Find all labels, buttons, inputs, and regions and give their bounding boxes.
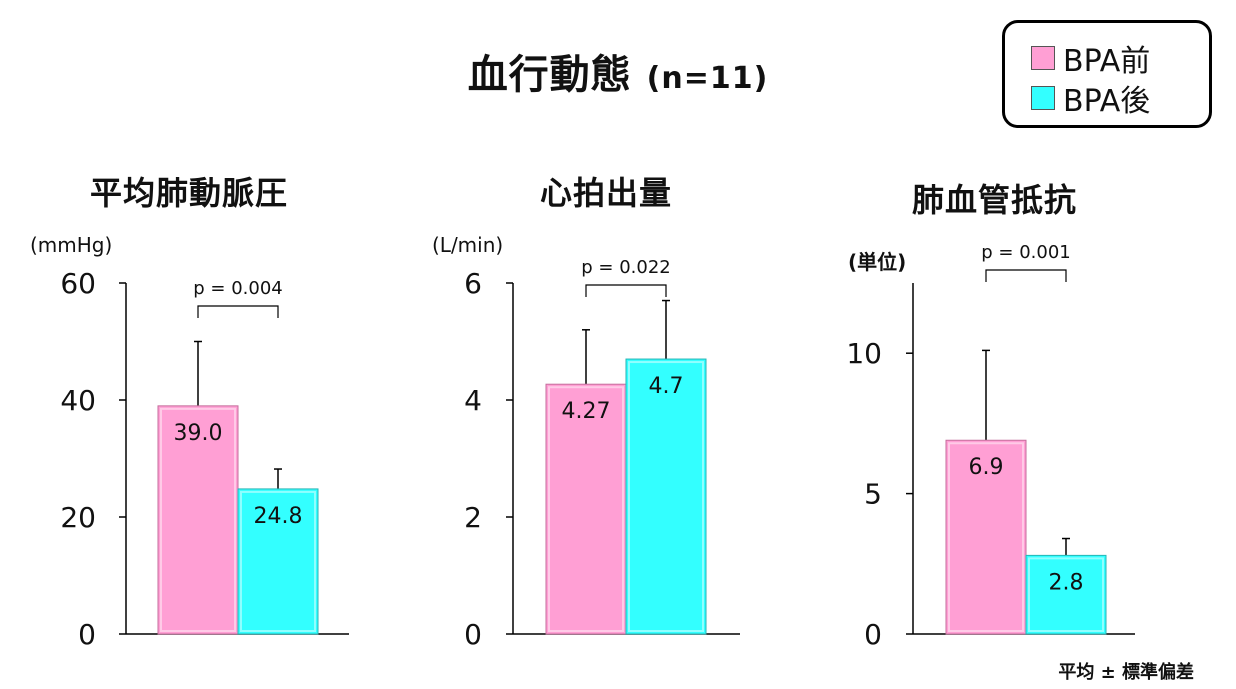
unit-label-pvr: (単位)	[848, 250, 907, 274]
y-tick-label: 10	[846, 337, 882, 370]
bar-pre	[545, 383, 627, 635]
data-label: 24.8	[254, 504, 303, 529]
bar-bevel	[160, 407, 236, 632]
legend: BPA前 BPA後	[1002, 20, 1212, 128]
bar-pre	[157, 405, 239, 635]
y-tick-label: 20	[60, 501, 96, 534]
data-label: 4.7	[649, 374, 684, 399]
p-value-label: p = 0.001	[981, 242, 1070, 263]
main-title-text: 血行動態	[467, 52, 632, 98]
bar-bevel	[548, 386, 624, 632]
chart-title-mpap: 平均肺動脈圧	[90, 174, 289, 212]
data-label: 6.9	[969, 455, 1004, 480]
y-tick-label: 0	[464, 618, 482, 651]
legend-swatch-post	[1031, 86, 1055, 110]
y-tick-label: 2	[464, 501, 482, 534]
chart-title-co: 心拍出量	[540, 174, 673, 212]
footnote: 平均 ± 標準偏差	[1058, 662, 1194, 683]
unit-label-co: (L/min)	[432, 233, 504, 257]
legend-item-pre: BPA前	[1031, 41, 1150, 79]
data-label: 39.0	[174, 421, 223, 446]
bar-post	[625, 358, 707, 635]
bar-bevel	[628, 361, 704, 632]
main-title: 血行動態 (n=11)	[0, 42, 1236, 100]
y-tick-label: 4	[464, 384, 482, 417]
p-value-label: p = 0.022	[581, 257, 670, 278]
y-tick-label: 40	[60, 384, 96, 417]
significance-bracket	[985, 269, 1067, 282]
p-value-label: p = 0.004	[193, 278, 282, 299]
unit-label-mpap: (mmHg)	[30, 233, 113, 257]
y-tick-label: 0	[864, 618, 882, 651]
y-tick-label: 5	[864, 478, 882, 511]
y-tick-label: 60	[60, 267, 96, 300]
bar-bevel	[240, 490, 316, 633]
bar-post	[237, 488, 319, 635]
data-label: 4.27	[562, 399, 611, 424]
significance-bracket	[585, 284, 667, 297]
y-tick-label: 0	[78, 618, 96, 651]
significance-bracket	[197, 305, 279, 318]
legend-item-post: BPA後	[1031, 81, 1150, 119]
legend-label-post: BPA後	[1063, 84, 1151, 119]
data-label: 2.8	[1049, 570, 1084, 595]
legend-swatch-pre	[1031, 46, 1055, 70]
chart-cardiac-output: 0 2 4 6 4.27 4.7 p = 0.022	[464, 257, 740, 651]
chart-title-pvr: 肺血管抵抗	[912, 181, 1078, 219]
sample-size: (n=11)	[646, 61, 769, 96]
chart-mpap: 0 20 40 60 39.0 24.8 p = 0.004	[60, 267, 349, 651]
bar-post	[1025, 554, 1107, 635]
legend-label-pre: BPA前	[1063, 44, 1151, 79]
bar-bevel	[948, 442, 1024, 632]
bar-bevel	[1028, 557, 1104, 632]
chart-pvr: 0 5 10 6.9 2.8 p = 0.001	[846, 242, 1135, 651]
bar-pre	[945, 439, 1027, 635]
y-tick-label: 6	[464, 267, 482, 300]
